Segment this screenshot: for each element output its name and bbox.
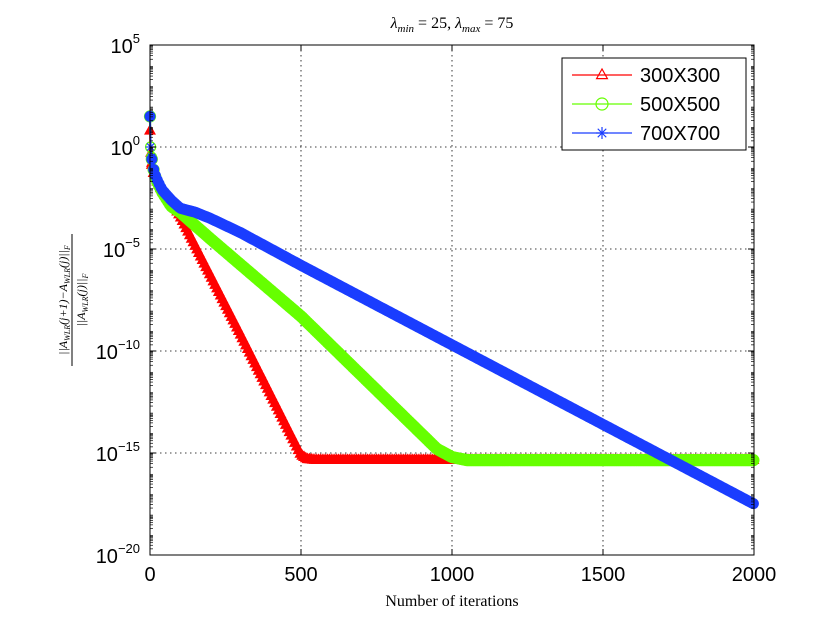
legend: 300X300 500X500 700X700 [561, 57, 747, 151]
legend-entry: 700X700 [572, 123, 720, 145]
series-marker [596, 127, 608, 139]
legend-label: 700X700 [640, 123, 720, 145]
series-layer [143, 110, 760, 510]
y-axis-tick-labels: 105 100 10−5 10−10 10−15 10−20 [96, 31, 140, 568]
tick-marks [149, 44, 755, 556]
legend-label: 300X300 [640, 65, 720, 87]
x-tick-label: 1000 [430, 564, 475, 586]
x-axis-tick-labels: 0 500 1000 1500 2000 [144, 564, 776, 586]
y-tick-label: 10−20 [96, 541, 140, 568]
legend-entry: 300X300 [572, 65, 720, 87]
x-tick-label: 2000 [732, 564, 777, 586]
series-marker [146, 152, 157, 163]
series-700X700 [144, 110, 759, 510]
y-tick-label: 105 [111, 31, 140, 58]
x-axis-label: Number of iterations [385, 593, 518, 610]
legend-label: 500X500 [640, 94, 720, 116]
x-tick-label: 500 [284, 564, 317, 586]
series-marker [747, 498, 759, 510]
y-tick-label: 100 [111, 133, 140, 160]
y-tick-label: 10−10 [96, 337, 140, 364]
legend-entry: 500X500 [572, 94, 720, 116]
series-marker [595, 67, 609, 80]
y-tick-label: 10−5 [103, 235, 140, 262]
series-marker [595, 97, 609, 111]
x-tick-label: 0 [144, 564, 155, 586]
svg-text:||AWLR(j)||F: ||AWLR(j)||F [74, 274, 90, 327]
y-tick-label: 10−15 [96, 439, 140, 466]
x-tick-label: 1500 [581, 564, 626, 586]
chart-title: λmin = 25, λmax = 75 [390, 15, 514, 35]
